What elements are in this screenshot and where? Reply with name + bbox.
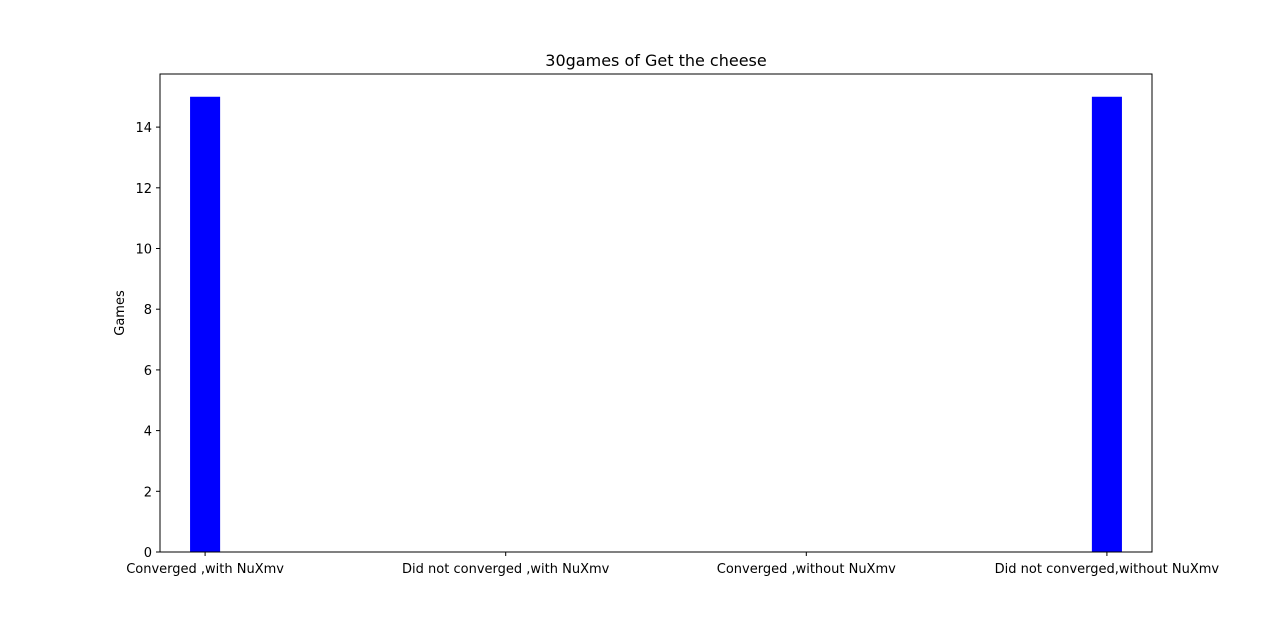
y-axis-label: Games	[113, 290, 128, 336]
y-tick-label: 10	[135, 243, 152, 258]
y-tick-label: 6	[144, 364, 152, 379]
x-ticks-group: Converged ,with NuXmv Did not converged ,…	[126, 552, 1219, 577]
bars-group	[190, 96, 1122, 552]
plot-frame	[159, 73, 1153, 553]
y-tick-label: 8	[144, 303, 152, 318]
x-tick-label: Did not converged ,with NuXmv	[402, 562, 610, 577]
bar-0	[190, 96, 221, 552]
y-tick-label: 12	[135, 182, 152, 197]
y-tick-label: 4	[144, 425, 152, 440]
y-ticks-group: 0 2 4 6 8 10 12 14	[135, 121, 160, 561]
x-tick-label: Converged ,with NuXmv	[126, 562, 284, 577]
chart-title: 30games of Get the cheese	[545, 51, 766, 70]
y-tick-label: 0	[144, 546, 152, 561]
x-tick-label: Did not converged,without NuXmv	[995, 562, 1220, 577]
x-tick-label: Converged ,without NuXmv	[717, 562, 896, 577]
y-tick-label: 2	[144, 485, 152, 500]
bar-3	[1091, 96, 1122, 552]
y-tick-label: 14	[135, 121, 152, 136]
